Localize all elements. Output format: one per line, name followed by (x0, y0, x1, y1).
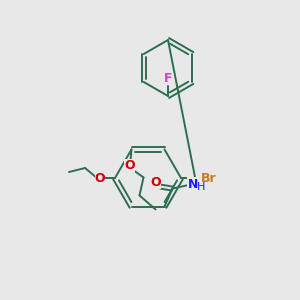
Text: O: O (150, 176, 161, 189)
Text: Br: Br (201, 172, 217, 184)
Text: O: O (124, 159, 135, 172)
Text: H: H (197, 182, 206, 192)
Text: O: O (95, 172, 105, 184)
Text: F: F (164, 73, 172, 85)
Text: N: N (188, 178, 199, 191)
